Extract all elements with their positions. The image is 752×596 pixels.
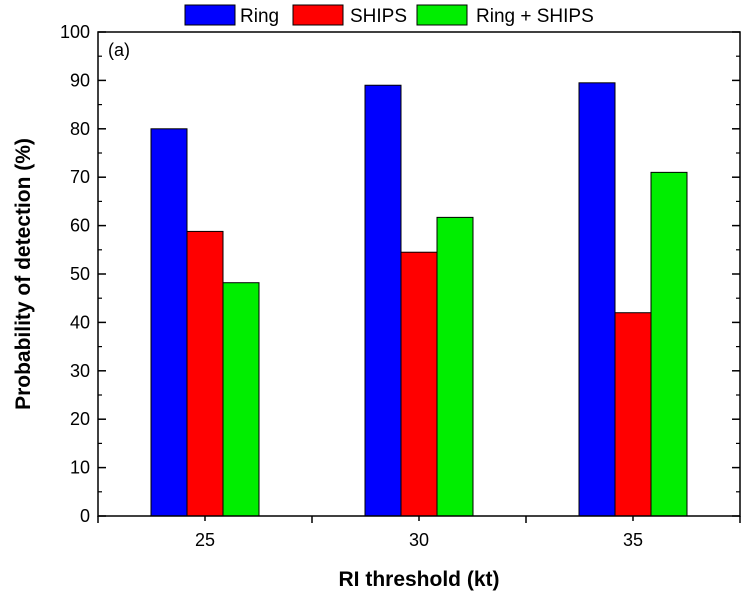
legend-swatch (184, 4, 236, 26)
bar-ring-ships-25 (222, 282, 260, 517)
y-axis-title: Probability of detection (%) (12, 138, 35, 410)
y-tick-label: 40 (70, 312, 90, 332)
x-tick-label: 25 (195, 530, 215, 550)
bar-ships-35 (614, 312, 652, 517)
legend-label: Ring (240, 6, 279, 27)
x-tick-label: 35 (623, 530, 643, 550)
y-axis: 0 10 20 30 40 50 60 70 80 90 100 (60, 22, 740, 526)
x-axis: 25 30 35 (97, 516, 741, 550)
bar-ring-30 (364, 84, 402, 517)
legend-label: Ring + SHIPS (476, 6, 594, 27)
y-tick-label: 70 (70, 167, 90, 187)
bar-ring-ships-35 (650, 171, 688, 517)
bar-ring-35 (578, 82, 616, 517)
y-tick-label: 30 (70, 361, 90, 381)
bar-ring-ships-30 (436, 216, 474, 517)
bars (150, 82, 688, 517)
y-tick-label: 10 (70, 458, 90, 478)
legend-label: SHIPS (350, 6, 407, 27)
y-tick-label: 90 (70, 70, 90, 90)
bar-ring-25 (150, 128, 188, 517)
bar-ships-30 (400, 251, 438, 517)
x-axis-title: RI threshold (kt) (339, 568, 500, 591)
bar-ships-25 (186, 230, 224, 517)
y-tick-label: 80 (70, 119, 90, 139)
y-tick-label: 100 (60, 22, 90, 42)
y-tick-label: 60 (70, 216, 90, 236)
y-tick-label: 50 (70, 264, 90, 284)
legend-swatch (292, 4, 344, 26)
x-tick-label: 30 (409, 530, 429, 550)
legend-swatch (416, 4, 468, 26)
y-tick-label: 20 (70, 409, 90, 429)
legend: Ring SHIPS Ring + SHIPS (184, 4, 594, 27)
panel-label: (a) (108, 40, 130, 60)
y-tick-label: 0 (80, 506, 90, 526)
